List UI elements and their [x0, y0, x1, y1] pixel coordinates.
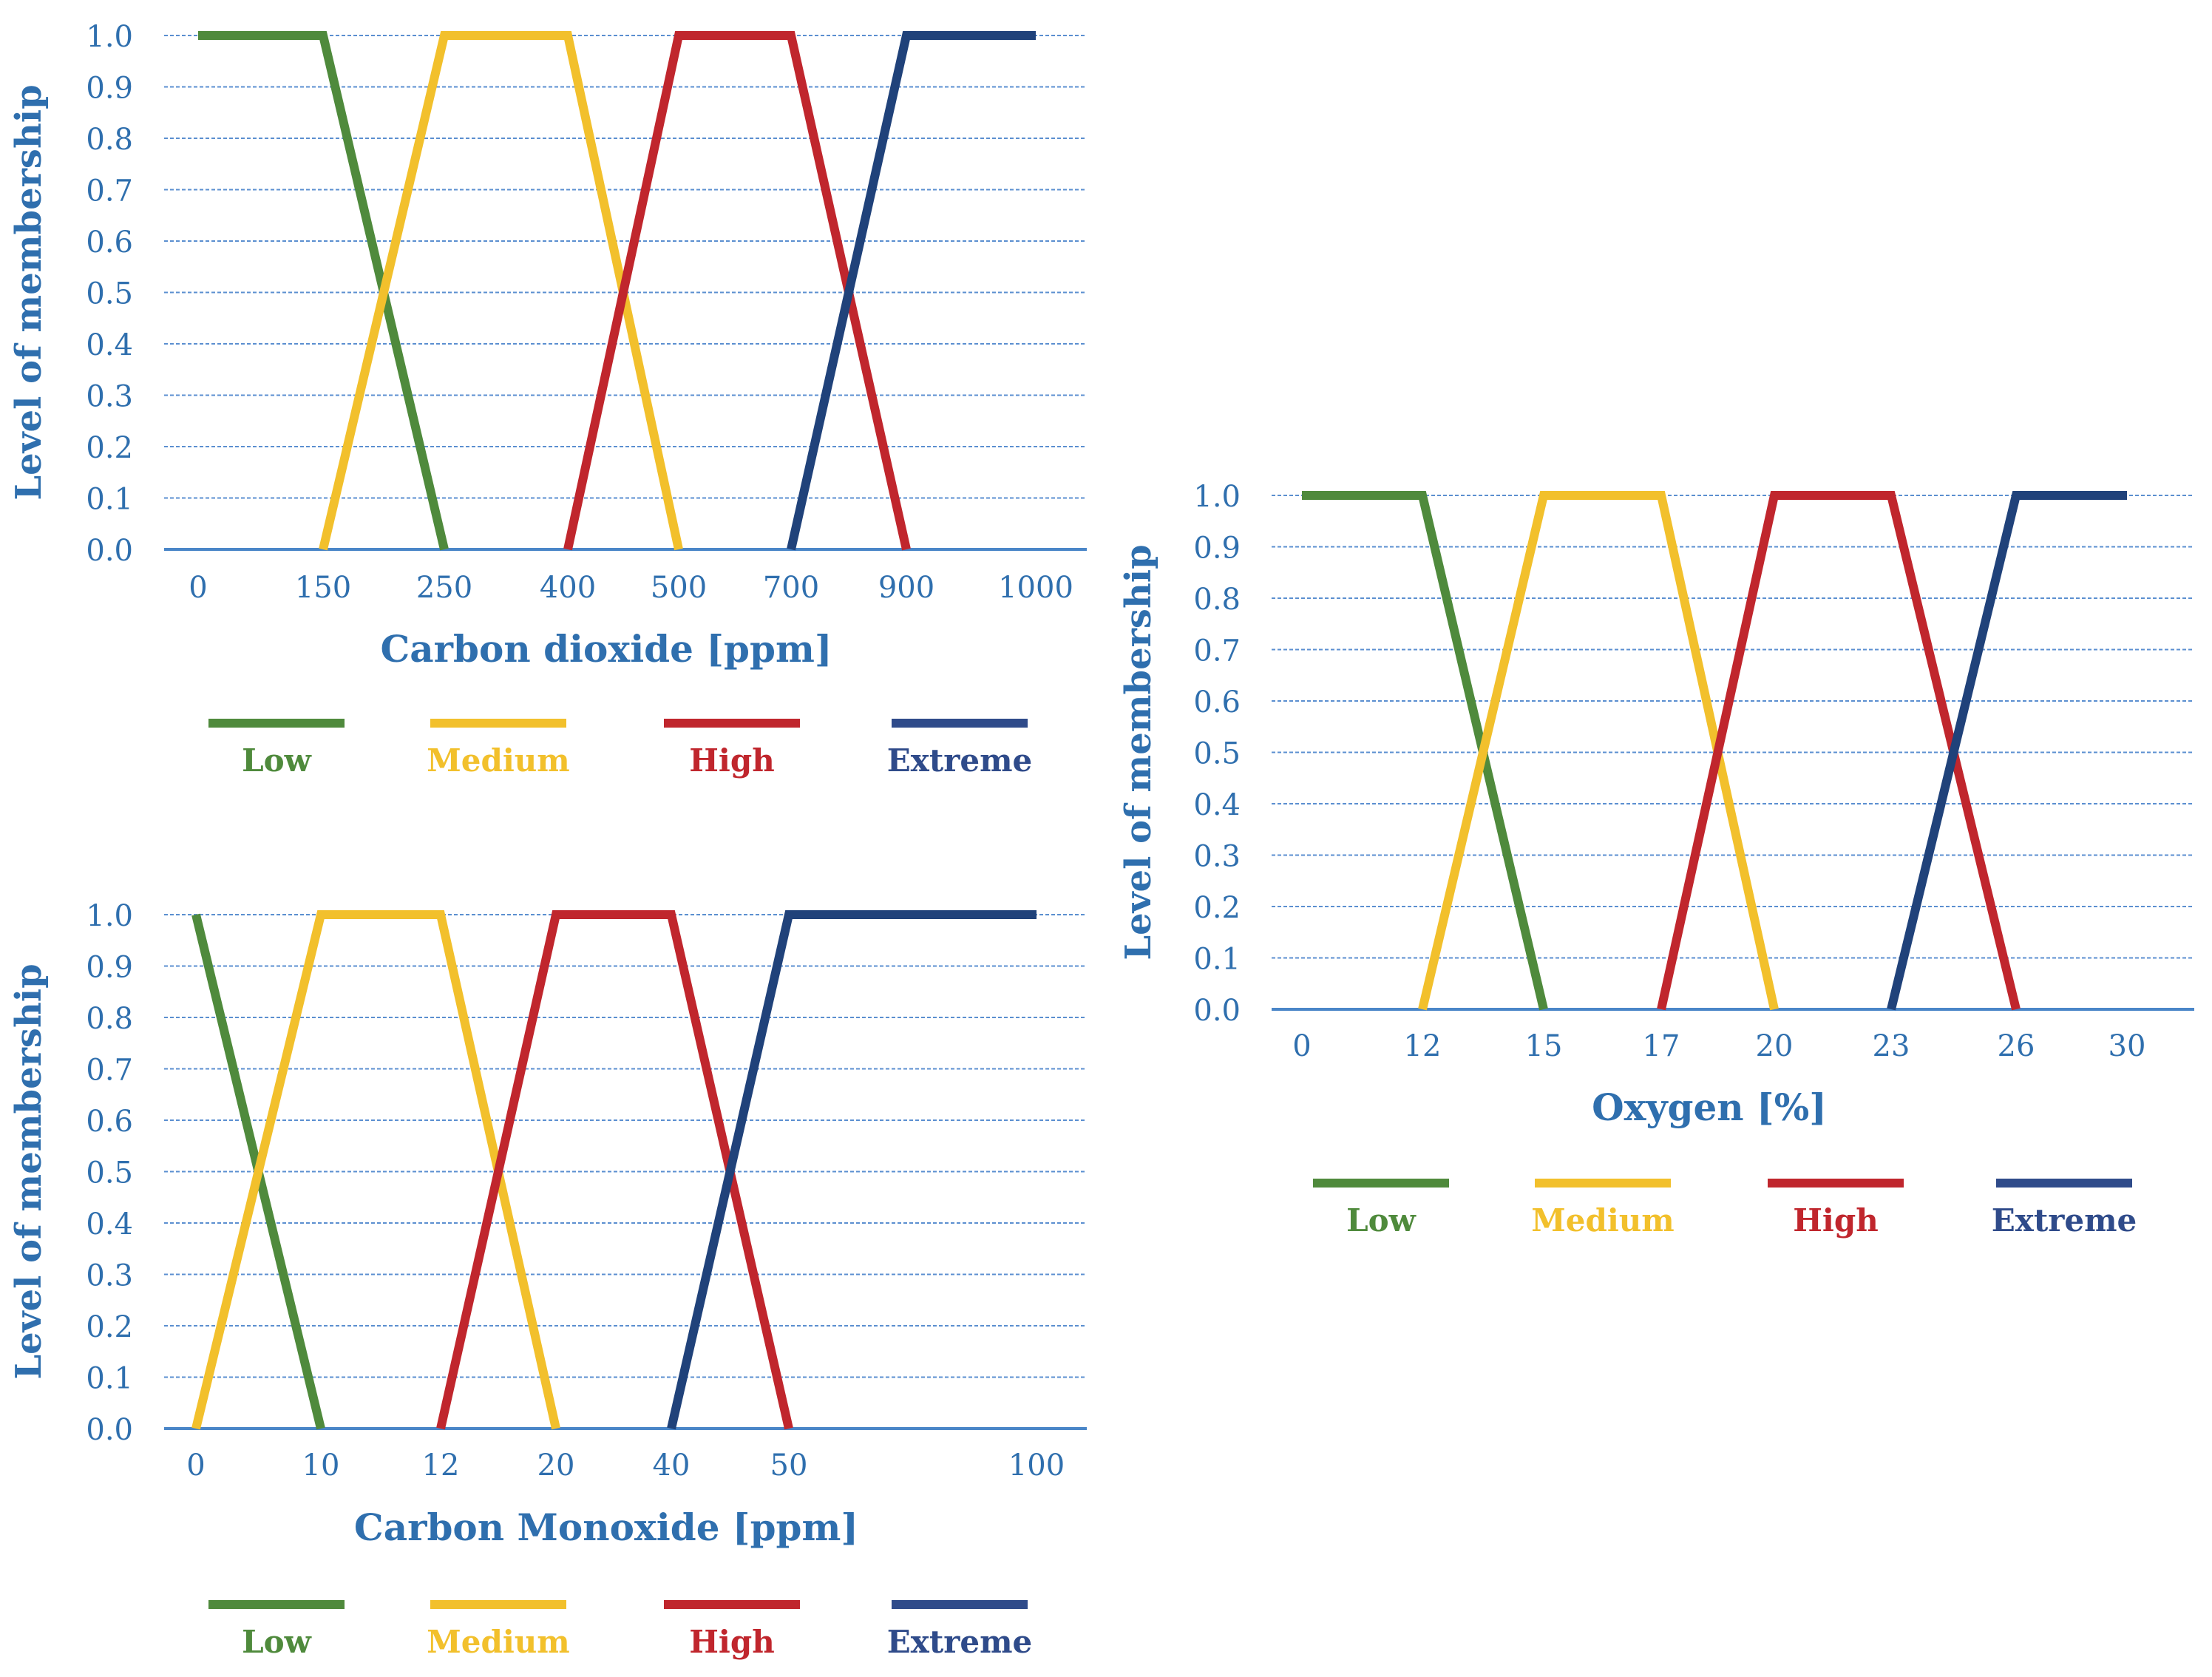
y-axis-title: Level of membership	[1118, 544, 1159, 960]
y-tick-label: 1.0	[86, 899, 133, 933]
x-tick-label: 500	[651, 571, 707, 605]
y-tick-label: 0.6	[1193, 685, 1241, 719]
y-tick-label: 0.3	[86, 380, 133, 414]
x-tick-label: 10	[302, 1449, 340, 1483]
y-tick-label: 0.2	[1193, 891, 1241, 925]
y-tick-label: 0.5	[1193, 737, 1241, 771]
y-tick-label: 0.3	[86, 1259, 133, 1293]
series-line-extreme	[667, 910, 1037, 1430]
y-tick-label: 0.4	[1193, 788, 1241, 822]
y-tick-label: 0.3	[1193, 840, 1241, 874]
y-tick-label: 0.6	[86, 226, 133, 260]
y-tick-label: 0.4	[86, 1207, 133, 1241]
x-tick-label: 50	[770, 1449, 808, 1483]
x-tick-label: 0	[189, 571, 207, 605]
x-tick-label: 100	[1008, 1449, 1065, 1483]
y-tick-label: 0.9	[1193, 532, 1241, 566]
y-tick-label: 0.8	[86, 123, 133, 157]
y-tick-label: 0.2	[86, 431, 133, 465]
series-line-extreme	[1887, 491, 2127, 1011]
legend-label-high: High	[1793, 1202, 1879, 1239]
y-tick-label: 1.0	[1193, 480, 1241, 514]
y-tick-label: 0.5	[86, 277, 133, 311]
legend-label-low: Low	[1346, 1202, 1417, 1239]
y-tick-label: 0.2	[86, 1310, 133, 1344]
y-tick-label: 0.1	[86, 483, 133, 517]
x-tick-label: 30	[2108, 1029, 2146, 1063]
legend-label-high: High	[689, 742, 775, 779]
chart-carbon-dioxide-svg: 0.0 0.1 0.2 0.3 0.4 0.5 0.6 0.7 0.8 0.9 1.0 0 150 250…	[8, 20, 1087, 779]
y-axis-title: Level of membership	[8, 963, 50, 1379]
x-tick-label: 20	[1756, 1029, 1794, 1063]
x-tick-label: 400	[540, 571, 596, 605]
x-tick-label: 12	[1404, 1029, 1442, 1063]
legend-label-medium: Medium	[427, 742, 570, 779]
series-line-extreme	[787, 31, 1036, 551]
y-tick-label: 0.1	[86, 1362, 133, 1396]
x-tick-label: 12	[422, 1449, 460, 1483]
y-tick-label: 0.7	[86, 175, 133, 209]
legend-label-extreme: Extreme	[1992, 1202, 2137, 1239]
legend-label-extreme: Extreme	[887, 742, 1032, 779]
y-tick-label: 0.9	[86, 72, 133, 106]
legend-label-low: Low	[242, 1624, 312, 1660]
x-tick-label: 20	[537, 1449, 575, 1483]
chart-carbon-dioxide: 0.0 0.1 0.2 0.3 0.4 0.5 0.6 0.7 0.8 0.9 1.0 0 150 250…	[0, 0, 1109, 806]
y-tick-label: 0.1	[1193, 943, 1241, 977]
legend-label-high: High	[689, 1624, 775, 1660]
x-axis-title: Carbon Monoxide [ppm]	[354, 1505, 858, 1549]
y-tick-label: 0.8	[86, 1002, 133, 1036]
x-tick-label: 17	[1643, 1029, 1680, 1063]
chart-oxygen-svg: 0.0 0.1 0.2 0.3 0.4 0.5 0.6 0.7 0.8 0.9 1.0 0 12 15 17…	[1118, 480, 2194, 1239]
y-tick-label: 0.6	[86, 1105, 133, 1139]
series-line-low	[198, 31, 449, 551]
legend-label-medium: Medium	[427, 1624, 570, 1660]
x-tick-label: 250	[416, 571, 472, 605]
series-line-low	[1302, 491, 1548, 1011]
chart-oxygen: 0.0 0.1 0.2 0.3 0.4 0.5 0.6 0.7 0.8 0.9 1.0 0 12 15 17…	[1109, 460, 2212, 1295]
y-tick-label: 0.0	[86, 1413, 133, 1447]
y-tick-label: 0.7	[1193, 634, 1241, 668]
y-tick-label: 0.7	[86, 1054, 133, 1088]
x-tick-label: 23	[1873, 1029, 1910, 1063]
series-line-high	[1657, 491, 2021, 1011]
x-tick-label: 0	[1292, 1029, 1311, 1063]
y-tick-label: 0.0	[1193, 994, 1241, 1028]
y-tick-label: 1.0	[86, 20, 133, 54]
x-tick-label: 15	[1525, 1029, 1563, 1063]
chart-carbon-monoxide-svg: 0.0 0.1 0.2 0.3 0.4 0.5 0.6 0.7 0.8 0.9 1.0 0 10 12 20…	[8, 899, 1087, 1660]
y-tick-label: 0.8	[1193, 583, 1241, 617]
y-tick-label: 0.5	[86, 1156, 133, 1190]
x-axis-title: Carbon dioxide [ppm]	[380, 627, 832, 671]
x-tick-label: 150	[295, 571, 351, 605]
x-tick-label: 1000	[998, 571, 1073, 605]
chart-carbon-monoxide: 0.0 0.1 0.2 0.3 0.4 0.5 0.6 0.7 0.8 0.9 1.0 0 10 12 20…	[0, 884, 1109, 1677]
legend-label-medium: Medium	[1531, 1202, 1675, 1239]
y-tick-label: 0.4	[86, 328, 133, 362]
x-axis-title: Oxygen [%]	[1592, 1085, 1827, 1129]
legend-label-low: Low	[242, 742, 312, 779]
x-tick-label: 26	[1998, 1029, 2035, 1063]
y-tick-label: 0.0	[86, 534, 133, 568]
x-tick-label: 700	[763, 571, 819, 605]
y-tick-label: 0.9	[86, 951, 133, 985]
legend-label-extreme: Extreme	[887, 1624, 1032, 1660]
x-tick-label: 40	[653, 1449, 691, 1483]
x-tick-label: 900	[878, 571, 934, 605]
x-tick-label: 0	[186, 1449, 205, 1483]
y-axis-title: Level of membership	[8, 84, 50, 500]
series-line-high	[563, 31, 911, 551]
